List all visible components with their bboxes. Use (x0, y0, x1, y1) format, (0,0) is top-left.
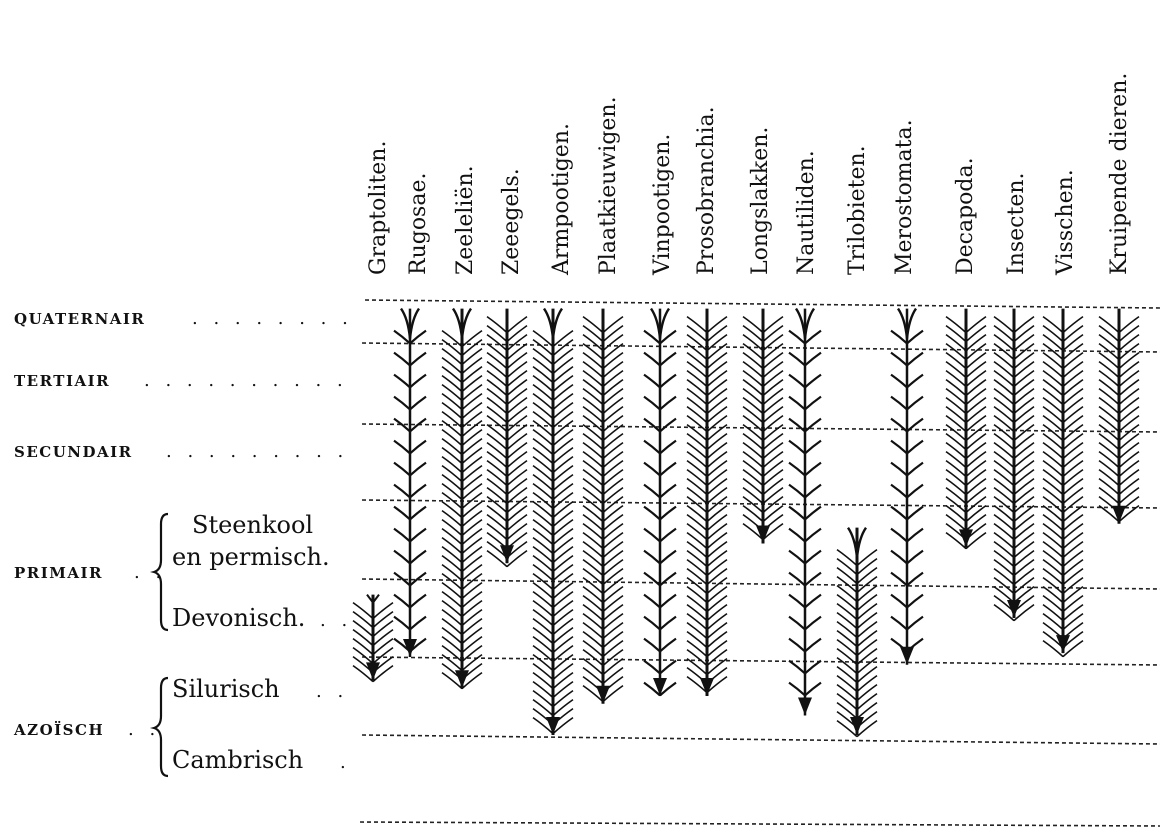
period-boundaries (359, 299, 1161, 827)
sub-period-labels: Steenkool en permisch. Devonisch. . . Si… (172, 511, 352, 774)
taxon-label: Kruipende dieren. (1107, 73, 1132, 275)
taxon-label: Zeeegels. (499, 168, 524, 275)
lineage-stem (486, 308, 528, 568)
lineage-stem (945, 308, 987, 550)
lineage-stem (582, 308, 624, 704)
taxon-label: Trilobieten. (845, 145, 870, 275)
lineage-stems (352, 307, 1140, 738)
lineage-stem (890, 307, 924, 665)
boundary-line (361, 342, 1161, 353)
dot-leader: . . . . . . . . . . (144, 370, 348, 391)
sub-period-label: Cambrisch (172, 746, 303, 774)
taxon-label: Armpootigen. (549, 123, 574, 276)
lineage-stem (643, 307, 677, 697)
lineage-stem (532, 307, 574, 735)
dot-leader: . . . . . . . . . (166, 441, 348, 462)
sub-period-label: Devonisch. (172, 604, 305, 632)
lineage-stem (393, 307, 427, 657)
azoisch-brace (150, 676, 169, 778)
era-label: PRIMAIR (14, 564, 103, 582)
taxon-label: Merostomata. (892, 119, 917, 275)
dot-leader: . . . . . . . . (192, 308, 353, 329)
lineage-stem (686, 308, 728, 696)
lineage-stem (352, 594, 394, 683)
era-label: SECUNDAIR (14, 443, 133, 461)
lineage-stem (836, 526, 878, 738)
boundary-line (361, 578, 1161, 590)
taxon-label: Visschen. (1053, 169, 1078, 276)
boundary-line (361, 734, 1161, 745)
taxon-label: Zeeleliën. (453, 165, 478, 275)
dot-leader: . . (320, 610, 352, 631)
sub-period-label: en permisch. (172, 543, 330, 571)
lineage-stem (1042, 308, 1084, 658)
dot-leader: . . (316, 681, 348, 702)
era-labels: QUATERNAIR . . . . . . . . TERTIAIR . . … (13, 308, 353, 740)
lineage-stem (788, 307, 822, 716)
lineage-stem (1098, 308, 1140, 524)
lineage-stem (441, 307, 483, 690)
taxon-label: Longslakken. (748, 127, 773, 275)
sub-period-label: Steenkool (192, 511, 313, 539)
era-label: AZOÏSCH (13, 720, 104, 739)
lineage-stem (993, 308, 1035, 622)
sub-period-label: Silurisch (172, 675, 280, 703)
boundary-line (364, 299, 1161, 309)
taxon-label: Prosobranchia. (694, 106, 719, 275)
lineage-stem (742, 308, 784, 544)
boundary-line (361, 656, 1161, 666)
taxon-label: Vinpootigen. (650, 134, 675, 276)
taxon-label: Decapoda. (953, 157, 978, 275)
primair-brace (150, 512, 169, 632)
dot-leader: . (340, 752, 351, 773)
taxon-label: Nautiliden. (794, 150, 819, 275)
dot-leader: . . (128, 719, 160, 740)
boundary-line (361, 499, 1161, 509)
taxon-label: Plaatkieuwigen. (596, 96, 621, 275)
taxon-label: Insecten. (1004, 172, 1029, 275)
era-label: TERTIAIR (14, 372, 110, 390)
era-braces (150, 512, 169, 778)
taxon-label: Graptoliten. (366, 141, 391, 275)
boundary-line (359, 821, 1161, 827)
taxon-label: Rugosae. (406, 173, 431, 275)
taxon-header-row: Graptoliten. Rugosae. Zeeleliën. Zeeegel… (366, 73, 1132, 276)
dot-leader: . . (134, 562, 166, 583)
era-label: QUATERNAIR (14, 310, 145, 328)
